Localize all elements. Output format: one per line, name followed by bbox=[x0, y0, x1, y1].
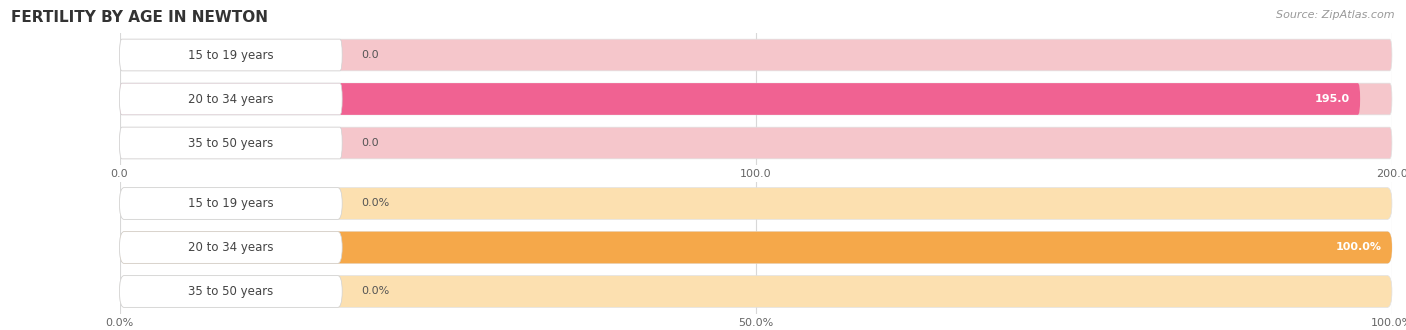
FancyBboxPatch shape bbox=[120, 127, 342, 159]
FancyBboxPatch shape bbox=[120, 232, 1392, 263]
FancyBboxPatch shape bbox=[120, 188, 342, 219]
Text: 35 to 50 years: 35 to 50 years bbox=[188, 137, 274, 149]
Text: 100.0%: 100.0% bbox=[1336, 243, 1382, 252]
FancyBboxPatch shape bbox=[120, 83, 342, 115]
Text: 15 to 19 years: 15 to 19 years bbox=[188, 197, 274, 210]
Text: 195.0: 195.0 bbox=[1315, 94, 1350, 104]
FancyBboxPatch shape bbox=[120, 232, 342, 263]
FancyBboxPatch shape bbox=[120, 83, 1360, 115]
FancyBboxPatch shape bbox=[120, 276, 1392, 307]
Text: 15 to 19 years: 15 to 19 years bbox=[188, 49, 274, 61]
FancyBboxPatch shape bbox=[120, 83, 1392, 115]
Text: FERTILITY BY AGE IN NEWTON: FERTILITY BY AGE IN NEWTON bbox=[11, 10, 269, 25]
FancyBboxPatch shape bbox=[120, 188, 1392, 219]
Text: 0.0%: 0.0% bbox=[361, 199, 389, 209]
FancyBboxPatch shape bbox=[120, 127, 1392, 159]
Text: 0.0: 0.0 bbox=[361, 138, 378, 148]
Text: 0.0: 0.0 bbox=[361, 50, 378, 60]
Text: 35 to 50 years: 35 to 50 years bbox=[188, 285, 274, 298]
Text: 0.0%: 0.0% bbox=[361, 286, 389, 296]
FancyBboxPatch shape bbox=[120, 276, 342, 307]
Text: 20 to 34 years: 20 to 34 years bbox=[188, 241, 274, 254]
FancyBboxPatch shape bbox=[120, 39, 342, 71]
Text: Source: ZipAtlas.com: Source: ZipAtlas.com bbox=[1277, 10, 1395, 20]
Text: 20 to 34 years: 20 to 34 years bbox=[188, 92, 274, 106]
FancyBboxPatch shape bbox=[120, 39, 1392, 71]
FancyBboxPatch shape bbox=[120, 232, 1392, 263]
